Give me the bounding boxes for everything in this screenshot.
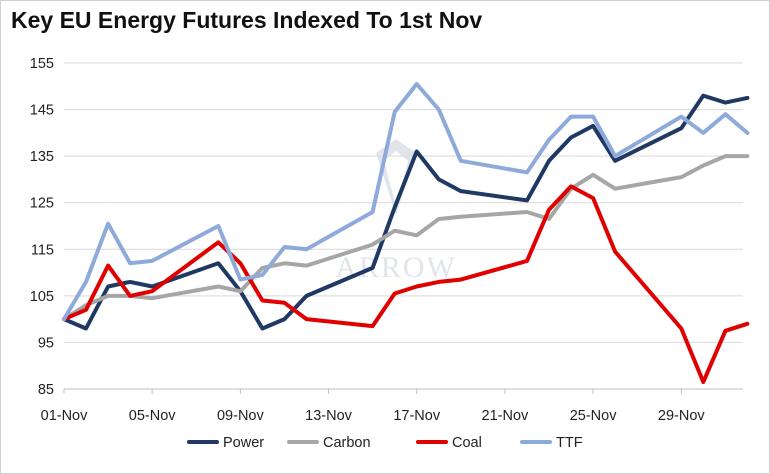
- series-line-carbon: [62, 154, 750, 322]
- x-tick-label: 25-Nov: [570, 408, 617, 424]
- series-line-power: [62, 93, 750, 331]
- x-tick-label: 17-Nov: [393, 408, 440, 424]
- legend-item-ttf: TTF: [520, 435, 583, 451]
- legend: Power Carbon Coal TTF: [187, 435, 583, 451]
- gridlines: [64, 62, 743, 343]
- svg-text:ARROW: ARROW: [335, 251, 457, 284]
- series-lines: [62, 82, 750, 384]
- legend-item-power: Power: [187, 435, 264, 451]
- axes: 85 95 105 115 125 135 145 155 01-Nov 05-Nov 09-Nov…: [30, 56, 743, 424]
- y-tick-label: 155: [30, 56, 54, 72]
- series-line-coal: [62, 184, 750, 384]
- y-tick-label: 145: [30, 103, 54, 119]
- x-tick-label: 13-Nov: [305, 408, 352, 424]
- x-tick-label: 01-Nov: [41, 408, 88, 424]
- y-tick-label: 85: [38, 382, 54, 398]
- legend-item-coal: Coal: [416, 435, 482, 451]
- legend-label: Carbon: [323, 435, 371, 451]
- x-tick-label: 29-Nov: [658, 408, 705, 424]
- arrow-logo-watermark: ARROW: [335, 139, 457, 284]
- y-tick-label: 125: [30, 196, 54, 212]
- legend-label: Power: [223, 435, 264, 451]
- x-tick-label: 21-Nov: [482, 408, 529, 424]
- x-tick-label: 05-Nov: [129, 408, 176, 424]
- legend-label: Coal: [452, 435, 482, 451]
- legend-item-carbon: Carbon: [287, 435, 371, 451]
- series-line-ttf: [62, 82, 750, 322]
- y-tick-label: 95: [38, 335, 54, 351]
- chart-title: Key EU Energy Futures Indexed To 1st Nov: [11, 7, 483, 33]
- y-tick-label: 105: [30, 289, 54, 305]
- x-tick-label: 09-Nov: [217, 408, 264, 424]
- y-tick-label: 115: [31, 242, 54, 258]
- y-tick-label: 135: [30, 149, 54, 165]
- legend-label: TTF: [556, 435, 583, 451]
